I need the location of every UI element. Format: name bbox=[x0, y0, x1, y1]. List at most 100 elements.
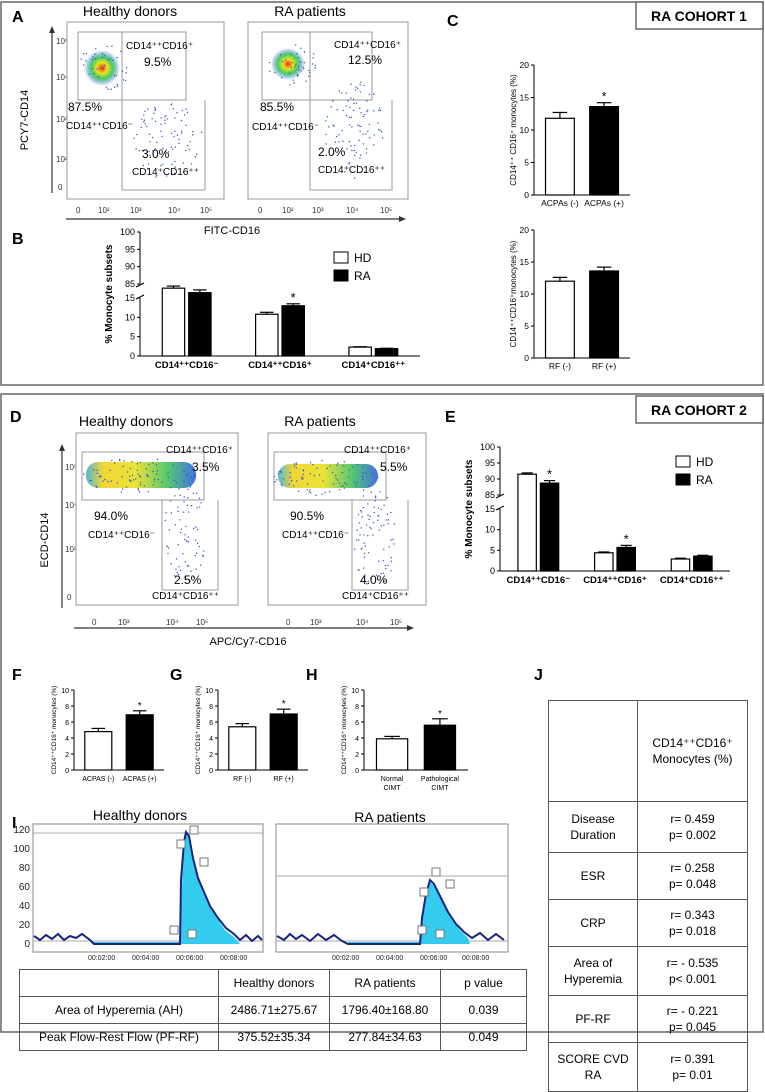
event-dot bbox=[338, 134, 340, 136]
y-tick-label: 0 bbox=[490, 566, 495, 576]
x-tick-label: CD14⁺⁺CD16⁺ bbox=[248, 360, 312, 371]
event-dot bbox=[186, 504, 189, 507]
event-dot bbox=[196, 153, 198, 155]
table-header-row: Healthy donors RA patients p value bbox=[19, 969, 527, 997]
flow-a-healthy-pct-bottom: 3.0% bbox=[142, 147, 170, 161]
y-tick-label: 4 bbox=[209, 736, 213, 743]
event-dot bbox=[290, 66, 292, 69]
event-dot bbox=[192, 130, 194, 133]
r-value: r= 0.391 bbox=[670, 1052, 715, 1066]
event-dot bbox=[368, 552, 370, 554]
y-tick-label: 8 bbox=[65, 704, 69, 711]
event-dot bbox=[114, 86, 116, 89]
event-dot bbox=[164, 519, 166, 522]
event-dot bbox=[341, 92, 343, 94]
event-dot bbox=[359, 534, 361, 536]
flow-d-xtick: 0 bbox=[286, 618, 291, 627]
event-dot bbox=[338, 141, 340, 143]
panel-i-table: Healthy donors RA patients p value Area … bbox=[19, 969, 527, 1051]
x-tick-label: CD14⁺⁺CD16⁺ bbox=[583, 575, 647, 586]
flow-a-ra-pct-bottom: 2.0% bbox=[318, 145, 346, 159]
x-tick-label: CIMT bbox=[384, 785, 402, 792]
event-dot bbox=[109, 469, 111, 472]
event-dot bbox=[382, 572, 385, 574]
chart-h: 0 2 4 6 8 10 Normal CIMT * Pathological CIMT CD14⁺⁺… bbox=[341, 686, 468, 792]
r-value: r= 0.459 bbox=[670, 812, 715, 826]
trace-ra-xtick: 00:06:00 bbox=[420, 955, 447, 962]
flow-d-healthy-gate-top: CD14⁺⁺CD16⁺ bbox=[166, 445, 233, 456]
event-dot bbox=[309, 488, 311, 491]
event-dot bbox=[173, 575, 176, 577]
event-dot bbox=[173, 172, 176, 175]
event-dot bbox=[353, 481, 355, 483]
event-dot bbox=[368, 93, 370, 95]
event-dot bbox=[377, 476, 379, 478]
event-dot bbox=[293, 465, 296, 467]
event-dot bbox=[362, 471, 364, 474]
event-dot bbox=[294, 65, 296, 68]
event-dot bbox=[190, 163, 193, 165]
event-dot bbox=[172, 107, 175, 110]
event-dot bbox=[174, 166, 176, 168]
event-dot bbox=[367, 109, 369, 111]
panel-letter-f: F bbox=[12, 667, 22, 684]
event-dot bbox=[348, 469, 350, 471]
event-dot bbox=[325, 120, 327, 122]
event-dot bbox=[133, 137, 135, 139]
event-dot bbox=[362, 466, 364, 469]
x-tick-label: CD14⁺CD16⁺⁺ bbox=[342, 360, 406, 371]
flow-a-xtick: 10² bbox=[282, 206, 294, 215]
flow-a-healthy-gate-top: CD14⁺⁺CD16⁺ bbox=[126, 41, 193, 52]
event-dot bbox=[292, 61, 294, 64]
event-dot bbox=[149, 154, 151, 157]
event-dot bbox=[175, 568, 177, 570]
event-dot bbox=[195, 492, 198, 494]
event-dot bbox=[290, 479, 293, 482]
event-dot bbox=[358, 539, 360, 541]
event-dot bbox=[151, 118, 153, 120]
event-dot bbox=[178, 138, 180, 141]
event-dot bbox=[372, 534, 374, 536]
event-dot bbox=[146, 125, 148, 128]
event-dot bbox=[190, 484, 192, 486]
x-tick-label: ACPAs (-) bbox=[541, 198, 579, 208]
event-dot bbox=[363, 113, 366, 116]
event-dot bbox=[275, 479, 278, 481]
flow-a-ra-gate-left: CD14⁺⁺CD16⁻ bbox=[252, 122, 319, 133]
event-dot bbox=[183, 480, 185, 483]
table-header: CD14⁺⁺CD16⁺ Monocytes (%) bbox=[637, 700, 748, 802]
event-dot bbox=[179, 494, 181, 497]
flow-d-healthy-gates bbox=[81, 451, 219, 591]
event-dot bbox=[293, 485, 295, 487]
r-value: r= 0.343 bbox=[670, 908, 715, 922]
trace-ytick: 20 bbox=[19, 920, 31, 931]
event-dot bbox=[172, 148, 174, 150]
event-dot bbox=[160, 123, 162, 125]
y-tick-label: 2 bbox=[65, 752, 69, 759]
event-dot bbox=[282, 478, 285, 480]
flow-d-xtick: 10⁵ bbox=[196, 618, 208, 627]
event-dot bbox=[379, 491, 381, 493]
event-dot bbox=[181, 132, 183, 134]
event-dot bbox=[325, 133, 327, 136]
chart-c-top: 0 5 10 15 20 ACPAs (-) * ACPAs (+) CD14⁺⁺ CD16⁺ … bbox=[509, 60, 630, 208]
event-dot bbox=[293, 82, 295, 84]
event-dot bbox=[301, 476, 303, 478]
chart-e: 0 5 10 15 85 90 95 100 % Monocyte subsets * CD14⁺⁺… bbox=[464, 442, 730, 586]
event-dot bbox=[383, 548, 385, 550]
event-dot bbox=[186, 475, 188, 478]
event-dot bbox=[139, 461, 141, 464]
event-dot bbox=[85, 53, 88, 55]
event-dot bbox=[341, 471, 344, 474]
table-cell: Area of Hyperemia bbox=[548, 946, 638, 996]
event-dot bbox=[141, 149, 143, 152]
event-dot bbox=[192, 576, 195, 578]
event-dot bbox=[200, 131, 203, 133]
event-dot bbox=[390, 539, 392, 541]
event-dot bbox=[187, 565, 190, 567]
event-dot bbox=[187, 541, 190, 543]
panel-letter-c: C bbox=[447, 13, 459, 30]
event-dot bbox=[308, 69, 310, 72]
p-value: p= 0.002 bbox=[668, 828, 717, 842]
event-dot bbox=[343, 461, 345, 463]
